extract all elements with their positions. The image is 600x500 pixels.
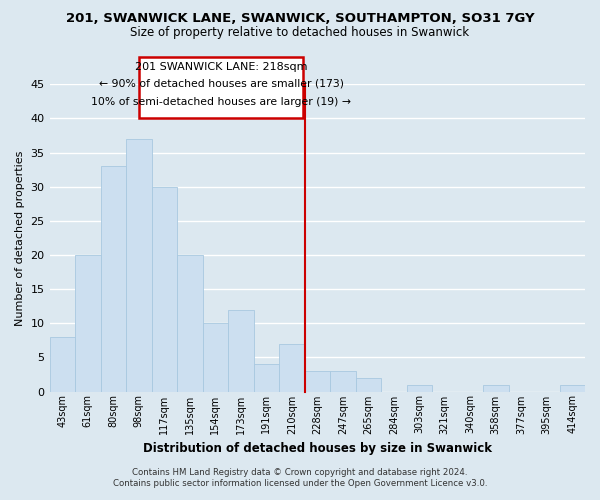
Text: 201, SWANWICK LANE, SWANWICK, SOUTHAMPTON, SO31 7GY: 201, SWANWICK LANE, SWANWICK, SOUTHAMPTO… xyxy=(65,12,535,26)
Text: ← 90% of detached houses are smaller (173): ← 90% of detached houses are smaller (17… xyxy=(98,79,344,89)
Bar xyxy=(177,255,203,392)
Bar xyxy=(101,166,126,392)
Text: Contains HM Land Registry data © Crown copyright and database right 2024.
Contai: Contains HM Land Registry data © Crown c… xyxy=(113,468,487,487)
Bar xyxy=(254,364,279,392)
Text: 201 SWANWICK LANE: 218sqm: 201 SWANWICK LANE: 218sqm xyxy=(135,62,307,72)
Text: Size of property relative to detached houses in Swanwick: Size of property relative to detached ho… xyxy=(130,26,470,39)
Y-axis label: Number of detached properties: Number of detached properties xyxy=(15,150,25,326)
Bar xyxy=(305,371,330,392)
Bar xyxy=(50,337,75,392)
Bar xyxy=(203,323,228,392)
Bar xyxy=(75,255,101,392)
Bar xyxy=(356,378,381,392)
X-axis label: Distribution of detached houses by size in Swanwick: Distribution of detached houses by size … xyxy=(143,442,492,455)
Bar xyxy=(560,384,585,392)
Bar xyxy=(483,384,509,392)
FancyBboxPatch shape xyxy=(139,57,303,118)
Bar xyxy=(407,384,432,392)
Bar xyxy=(279,344,305,392)
Bar xyxy=(228,310,254,392)
Bar xyxy=(152,186,177,392)
Text: 10% of semi-detached houses are larger (19) →: 10% of semi-detached houses are larger (… xyxy=(91,96,351,106)
Bar xyxy=(330,371,356,392)
Bar xyxy=(126,139,152,392)
